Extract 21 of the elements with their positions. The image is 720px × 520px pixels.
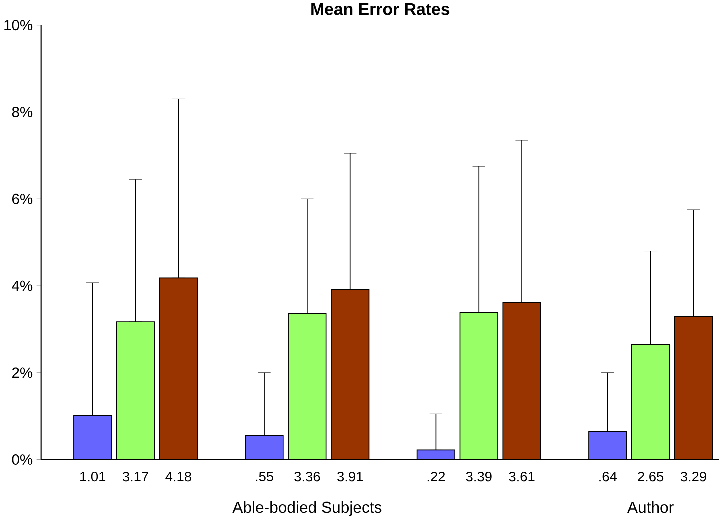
data-label: 4.18 xyxy=(166,472,192,482)
data-label: 3.39 xyxy=(466,472,492,482)
y-tick-label: 8% xyxy=(12,107,33,118)
y-tick-label: 6% xyxy=(12,194,33,204)
text: Able-bodied Subjects xyxy=(232,502,382,516)
data-label: 3.36 xyxy=(294,472,320,482)
y-tick-label: 0% xyxy=(12,454,33,466)
data-label: 3.29 xyxy=(680,472,706,482)
text: Author xyxy=(628,502,674,514)
y-tick-label: 2% xyxy=(12,368,33,378)
data-label: 2.65 xyxy=(638,472,664,482)
data-label: .22 xyxy=(428,472,446,482)
data-label: 3.61 xyxy=(509,472,535,482)
data-label: .64 xyxy=(600,472,618,482)
data-label: 3.17 xyxy=(122,472,148,482)
y-tick-label: 10% xyxy=(4,20,33,31)
y-tick-label: 4% xyxy=(12,280,33,292)
data-label: 3.91 xyxy=(338,472,364,482)
chart-title: Mean Error Rates xyxy=(312,4,450,16)
data-label: .55 xyxy=(256,472,274,482)
data-label: 1.01 xyxy=(80,472,106,482)
